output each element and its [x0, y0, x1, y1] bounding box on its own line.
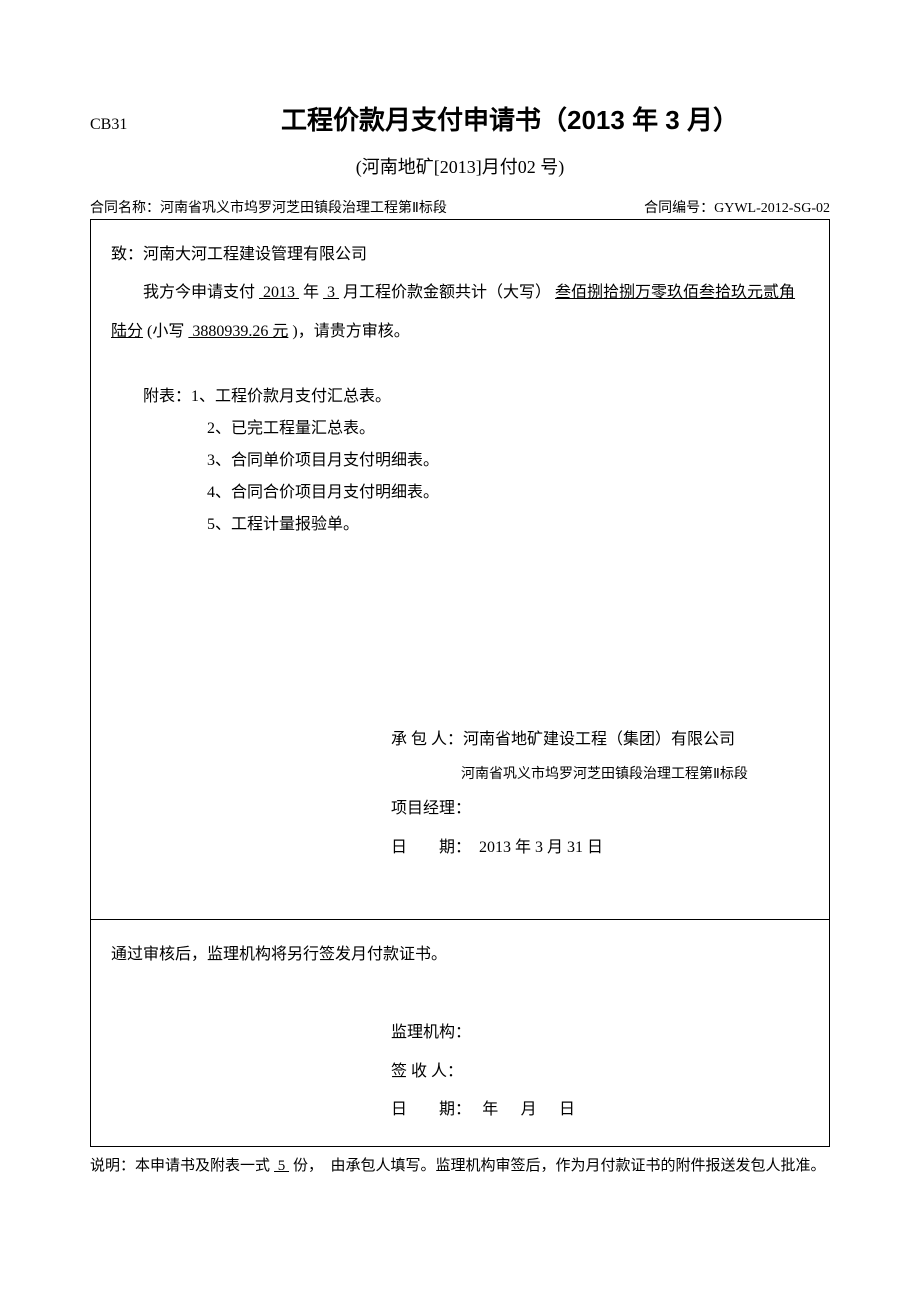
- contract-number: 合同编号：GYWL-2012-SG-02: [644, 197, 830, 217]
- supervisor-signature-block: 监理机构： 签 收 人： 日 期： 年 月 日: [391, 1014, 809, 1129]
- attachment-item: 4、合同合价项目月支付明细表。: [111, 477, 809, 509]
- request-month: 3: [319, 284, 343, 301]
- attachment-item: 5、工程计量报验单。: [111, 509, 809, 541]
- contract-number-value: GYWL-2012-SG-02: [714, 201, 830, 216]
- contract-name-value: 河南省巩义市坞罗河芝田镇段治理工程第Ⅱ标段: [160, 201, 447, 216]
- supervisor-signer-line: 签 收 人：: [391, 1053, 809, 1091]
- contract-info-row: 合同名称：河南省巩义市坞罗河芝田镇段治理工程第Ⅱ标段 合同编号：GYWL-201…: [90, 197, 830, 217]
- contractor-date-line: 日 期： 2013 年 3 月 31 日: [391, 829, 809, 867]
- contractor-line: 承 包 人：河南省地矿建设工程（集团）有限公司: [391, 721, 809, 759]
- application-section: 致：河南大河工程建设管理有限公司 我方今申请支付 2013 年 3 月工程价款金…: [91, 220, 829, 920]
- note-text-prefix: 本申请书及附表一式: [135, 1158, 270, 1174]
- note-text-suffix: 份， 由承包人填写。监理机构审签后，作为月付款证书的附件报送发包人批准。: [293, 1158, 826, 1174]
- attachment-item: 2、已完工程量汇总表。: [111, 413, 809, 445]
- main-form-box: 致：河南大河工程建设管理有限公司 我方今申请支付 2013 年 3 月工程价款金…: [90, 219, 830, 1147]
- form-code: CB31: [90, 116, 190, 134]
- supervisor-date-line: 日 期： 年 月 日: [391, 1091, 809, 1129]
- contractor-date-label: 日 期：: [391, 839, 463, 856]
- attachment-item: 3、合同单价项目月支付明细表。: [111, 445, 809, 477]
- note-copies: 5: [270, 1158, 293, 1174]
- document-subtitle: (河南地矿[2013]月付02 号): [90, 153, 830, 179]
- attachments-block: 附表：1、工程价款月支付汇总表。 2、已完工程量汇总表。 3、合同单价项目月支付…: [111, 381, 809, 541]
- supervisor-date-value: 年 月 日: [463, 1101, 578, 1118]
- supervisor-org-line: 监理机构：: [391, 1014, 809, 1052]
- project-manager-line: 项目经理：: [391, 790, 809, 828]
- request-line: 我方今申请支付 2013 年 3 月工程价款金额共计（大写）叁佰捌拾捌万零玖佰叁…: [111, 274, 809, 351]
- contractor-name: 河南省地矿建设工程（集团）有限公司: [463, 731, 735, 748]
- year-suffix: 年: [303, 284, 319, 301]
- document-title: 工程价款月支付申请书（2013 年 3 月）: [190, 100, 830, 137]
- amount-number: 3880939.26 元: [184, 323, 292, 340]
- supervisor-notice: 通过审核后，监理机构将另行签发月付款证书。: [111, 936, 809, 974]
- month-suffix: 月工程价款金额共计（大写）: [343, 284, 551, 301]
- amount-prefix: (小写: [147, 323, 184, 340]
- contractor-signature-block: 承 包 人：河南省地矿建设工程（集团）有限公司 河南省巩义市坞罗河芝田镇段治理工…: [391, 721, 809, 867]
- header-row: CB31 工程价款月支付申请书（2013 年 3 月）: [90, 100, 830, 137]
- contract-number-label: 合同编号：: [644, 201, 714, 216]
- contract-name: 合同名称：河南省巩义市坞罗河芝田镇段治理工程第Ⅱ标段: [90, 197, 447, 217]
- contract-name-label: 合同名称：: [90, 201, 160, 216]
- note-label: 说明：: [90, 1153, 135, 1180]
- amount-suffix: )，请贵方审核。: [292, 323, 409, 340]
- attachments-header: 附表：1、工程价款月支付汇总表。: [111, 381, 809, 413]
- supervisor-section: 通过审核后，监理机构将另行签发月付款证书。 监理机构： 签 收 人： 日 期： …: [91, 920, 829, 1146]
- footer-note: 说明： 本申请书及附表一式 5 份， 由承包人填写。监理机构审签后，作为月付款证…: [90, 1153, 830, 1180]
- request-prefix: 我方今申请支付: [143, 284, 255, 301]
- note-content: 本申请书及附表一式 5 份， 由承包人填写。监理机构审签后，作为月付款证书的附件…: [135, 1153, 830, 1180]
- contractor-date-value: 2013 年 3 月 31 日: [463, 839, 603, 856]
- addressee-line: 致：河南大河工程建设管理有限公司: [111, 236, 809, 274]
- contractor-label: 承 包 人：: [391, 731, 463, 748]
- request-year: 2013: [255, 284, 303, 301]
- contractor-project: 河南省巩义市坞罗河芝田镇段治理工程第Ⅱ标段: [461, 760, 809, 791]
- supervisor-date-label: 日 期：: [391, 1101, 463, 1118]
